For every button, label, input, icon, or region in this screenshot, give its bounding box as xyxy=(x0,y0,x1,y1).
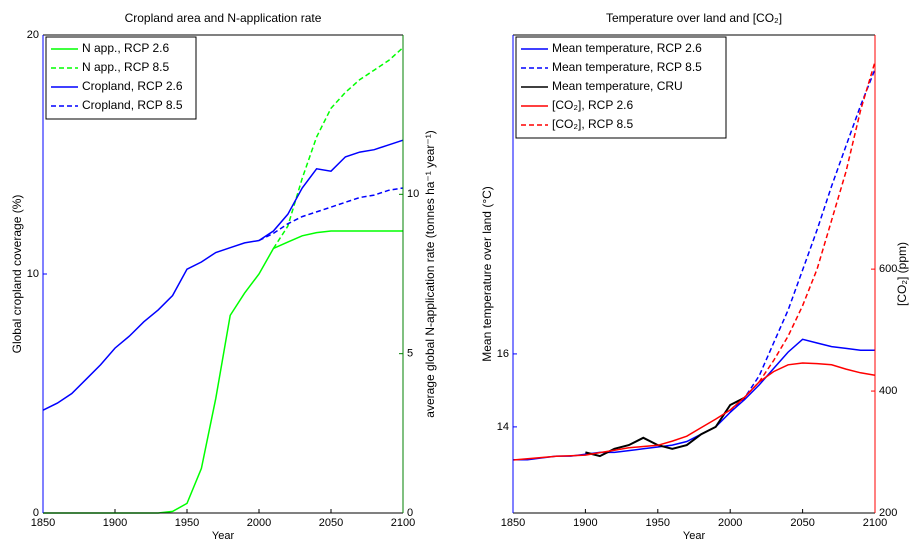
x-tick-label: 2100 xyxy=(863,517,887,529)
chart-title: Temperature over land and [CO₂] xyxy=(606,11,782,25)
legend-label: Mean temperature, CRU xyxy=(552,79,683,93)
y2-tick-label: 400 xyxy=(879,385,897,397)
y2-axis-label: [CO₂] (ppm) xyxy=(895,242,909,306)
legend-label: [CO₂], RCP 2.6 xyxy=(552,98,633,112)
legend-label: N app., RCP 2.6 xyxy=(82,41,169,55)
series-line xyxy=(729,69,876,413)
x-axis-label: Year xyxy=(212,530,235,542)
x-tick-label: 2000 xyxy=(718,517,742,529)
x-tick-label: 1900 xyxy=(573,517,597,529)
legend-label: N app., RCP 8.5 xyxy=(82,60,169,74)
y-tick-label: 16 xyxy=(497,348,509,360)
series-line xyxy=(258,187,404,242)
series-line xyxy=(512,362,876,461)
x-tick-label: 2050 xyxy=(790,517,814,529)
x-tick-label: 1900 xyxy=(103,517,127,529)
y2-tick-label: 10 xyxy=(407,188,419,200)
x-tick-label: 2050 xyxy=(319,517,343,529)
x-tick-label: 2000 xyxy=(247,517,271,529)
y2-tick-label: 600 xyxy=(879,263,897,275)
x-tick-label: 2100 xyxy=(391,517,415,529)
x-tick-label: 1950 xyxy=(646,517,670,529)
legend-label: Cropland, RCP 2.6 xyxy=(82,79,183,93)
x-tick-label: 1950 xyxy=(175,517,199,529)
y-axis-label: Mean temperature over land (°C) xyxy=(480,186,494,362)
y2-tick-label: 0 xyxy=(407,507,413,519)
x-axis-label: Year xyxy=(683,530,706,542)
y-tick-label: 14 xyxy=(497,421,509,433)
legend-label: [CO₂], RCP 8.5 xyxy=(552,117,633,131)
series-line xyxy=(729,61,876,411)
legend-label: Mean temperature, RCP 2.6 xyxy=(552,41,702,55)
legend-label: Cropland, RCP 8.5 xyxy=(82,98,183,112)
y2-tick-label: 5 xyxy=(407,348,413,360)
legend-box xyxy=(515,36,727,139)
series-line xyxy=(42,139,404,411)
y-tick-label: 20 xyxy=(27,29,39,41)
y-tick-label: 10 xyxy=(27,268,39,280)
x-tick-label: 1850 xyxy=(501,517,525,529)
y2-tick-label: 200 xyxy=(879,507,897,519)
x-tick-label: 1850 xyxy=(31,517,55,529)
legend-label: Mean temperature, RCP 8.5 xyxy=(552,60,702,74)
chart-title: Cropland area and N-application rate xyxy=(125,11,322,25)
y2-axis-label: average global N-application rate (tonne… xyxy=(423,130,437,417)
y-axis-label: Global cropland coverage (%) xyxy=(10,195,24,354)
y-tick-label: 0 xyxy=(33,507,39,519)
